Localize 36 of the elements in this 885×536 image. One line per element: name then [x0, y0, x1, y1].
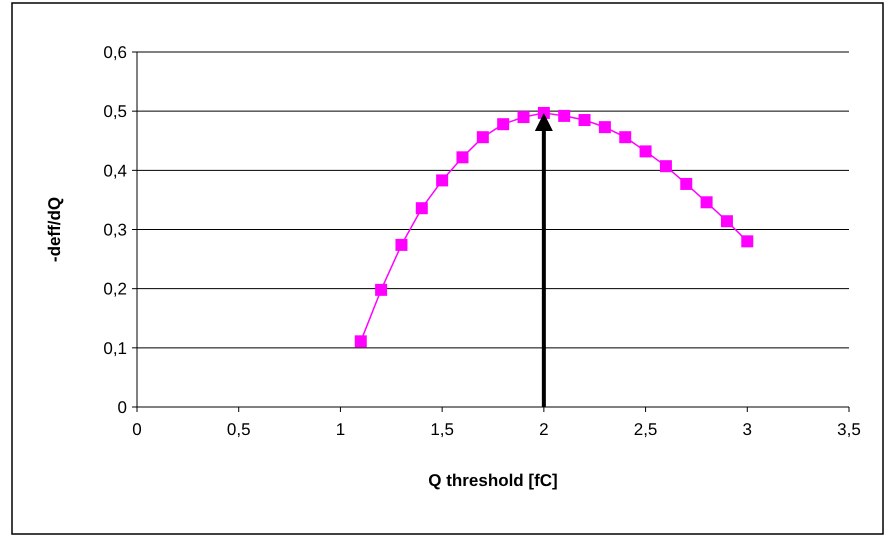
point — [436, 174, 448, 186]
point — [720, 215, 733, 228]
x-tick-label: 2,5 — [634, 420, 658, 439]
point — [660, 160, 672, 172]
point — [395, 238, 408, 251]
point — [700, 196, 713, 208]
point — [640, 145, 652, 158]
y-tick-label: 0,4 — [103, 161, 127, 180]
point — [375, 284, 388, 296]
point — [518, 111, 530, 124]
x-tick-label: 0 — [132, 420, 142, 439]
point — [741, 235, 754, 248]
y-tick-label: 0,3 — [103, 220, 127, 240]
x-tick-label: 1 — [336, 420, 346, 439]
x-axis-title: Q threshold [fC] — [428, 471, 558, 490]
y-tick-label: 0,1 — [103, 338, 127, 358]
y-tick-label: 0,5 — [103, 102, 127, 122]
x-tick-label: 3 — [742, 420, 752, 439]
point — [476, 131, 489, 144]
y-tick-label: 0 — [118, 398, 127, 417]
y-tick-label: 0,2 — [103, 280, 127, 299]
point — [456, 151, 468, 164]
point — [416, 202, 428, 214]
x-tick-label: 0,5 — [226, 420, 251, 439]
point — [619, 131, 632, 144]
x-tick-label: 1,5 — [430, 420, 454, 439]
x-tick-label: 3,5 — [837, 420, 861, 439]
y-tick-label: 0,6 — [103, 42, 127, 62]
point — [578, 114, 591, 126]
y-axis-title: -deff/dQ — [45, 196, 64, 262]
x-tick-label: 2 — [539, 420, 549, 439]
point — [354, 335, 367, 348]
point — [680, 178, 692, 190]
point — [558, 110, 570, 122]
point — [598, 121, 611, 134]
point — [497, 118, 510, 130]
